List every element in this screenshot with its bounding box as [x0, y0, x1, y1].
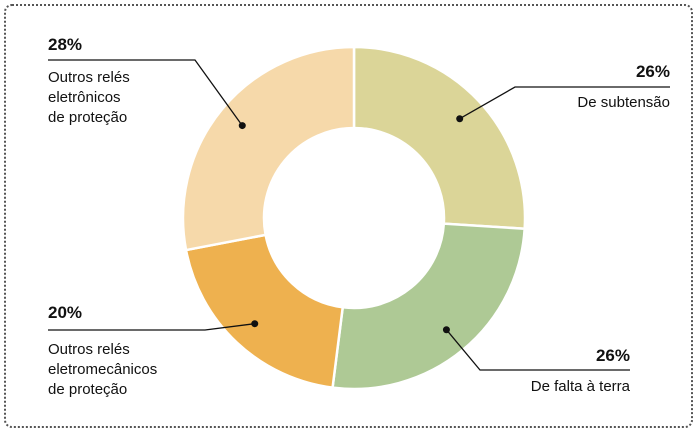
- donut-segment: [184, 233, 345, 390]
- leader-dot: [442, 326, 450, 334]
- category-label: De falta à terra: [530, 378, 630, 395]
- leader-line: [48, 323, 255, 331]
- category-label: Outros relés eletrônicos de proteção: [48, 69, 130, 126]
- leader-dot: [251, 320, 259, 328]
- value-label: 26%: [595, 346, 630, 365]
- leader-line: [445, 329, 630, 371]
- leader-line: [459, 86, 670, 120]
- category-label: De subtensão: [577, 94, 670, 111]
- leader-dot: [456, 115, 464, 123]
- frame: [4, 4, 693, 428]
- leader-dot: [238, 122, 246, 130]
- donut-segment: [331, 222, 526, 391]
- value-label: 26%: [635, 62, 670, 81]
- donut-segment: [181, 45, 356, 252]
- category-label: Outros relés eletromecânicos de proteção: [48, 341, 158, 398]
- leader-line: [48, 59, 243, 126]
- value-label: 28%: [48, 35, 83, 54]
- donut-segment: [352, 45, 527, 231]
- value-label: 20%: [48, 303, 83, 322]
